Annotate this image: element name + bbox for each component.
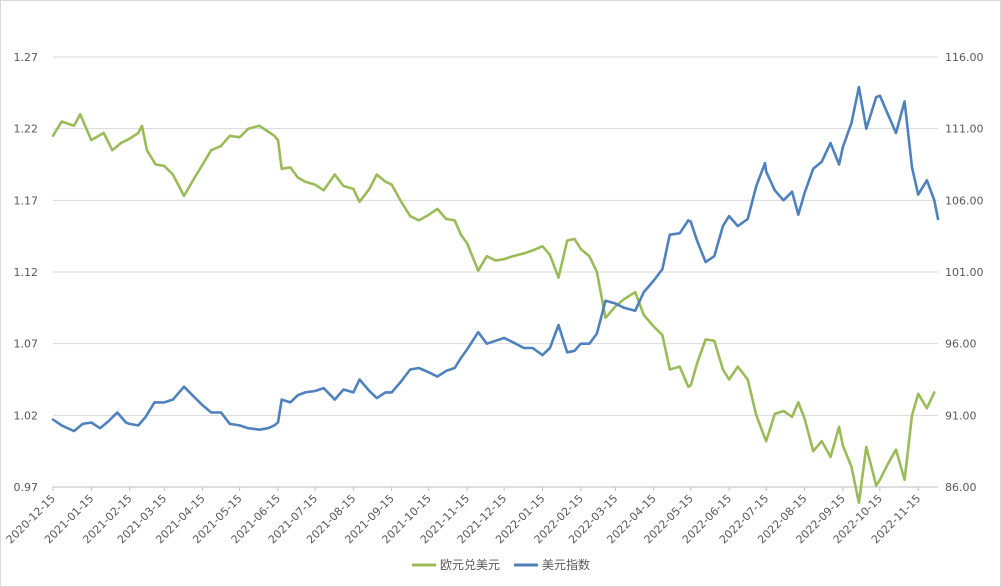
right-tick-label: 106.00 [945, 194, 984, 207]
right-tick-label: 91.00 [945, 409, 977, 422]
left-tick-label: 1.12 [14, 266, 39, 279]
right-tick-label: 116.00 [945, 51, 984, 64]
x-axis-ticks: 2020-12-152021-01-152021-02-152021-03-15… [4, 487, 923, 546]
right-axis-ticks: 86.00 91.00 96.00 101.00 106.00 111.00 116.00 [945, 51, 984, 494]
series-layer [51, 85, 940, 505]
left-tick-label: 1.07 [14, 338, 39, 351]
legend: 欧元兑美元 美元指数 [412, 557, 590, 572]
right-tick-label: 86.00 [945, 481, 977, 494]
legend-label-eurusd: 欧元兑美元 [440, 558, 500, 572]
series-dxy [51, 85, 940, 433]
series-eurusd [51, 113, 936, 505]
legend-label-dxy: 美元指数 [542, 557, 590, 572]
left-tick-label: 1.27 [14, 51, 39, 64]
right-tick-label: 96.00 [945, 338, 977, 351]
right-tick-label: 111.00 [945, 123, 984, 136]
left-tick-label: 1.22 [14, 123, 39, 136]
left-tick-label: 0.97 [14, 481, 39, 494]
right-tick-label: 101.00 [945, 266, 984, 279]
series-line-eurusd [51, 113, 936, 505]
series-line-dxy [51, 85, 940, 433]
left-axis-ticks: 0.97 1.02 1.07 1.12 1.17 1.22 1.27 [14, 51, 39, 494]
left-tick-label: 1.17 [14, 194, 39, 207]
left-tick-label: 1.02 [14, 409, 39, 422]
